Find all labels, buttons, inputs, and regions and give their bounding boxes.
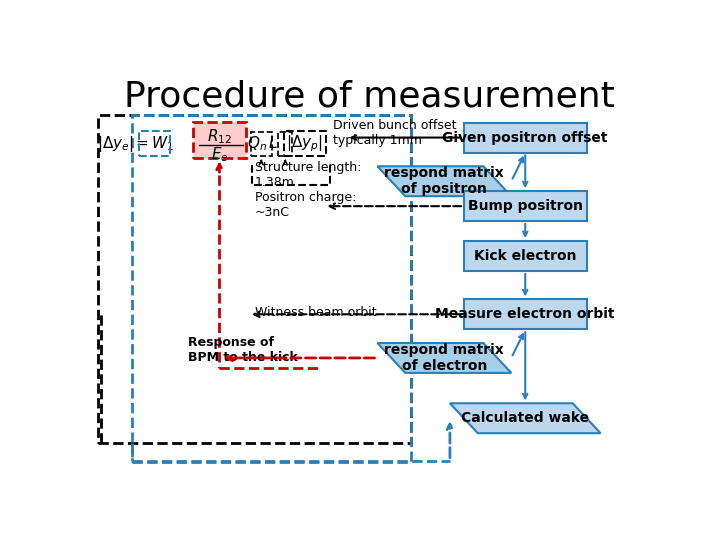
Text: respond matrix
of positron: respond matrix of positron	[384, 166, 504, 197]
Text: Procedure of measurement: Procedure of measurement	[124, 79, 614, 113]
FancyBboxPatch shape	[464, 299, 587, 329]
Text: Kick electron: Kick electron	[474, 249, 577, 263]
Polygon shape	[450, 403, 600, 433]
Text: $|\Delta y_e|$: $|\Delta y_e|$	[96, 134, 133, 154]
Text: Given positron offset: Given positron offset	[443, 131, 608, 145]
FancyBboxPatch shape	[464, 191, 587, 221]
Text: $= W_1$: $= W_1$	[133, 134, 175, 153]
Text: respond matrix
of electron: respond matrix of electron	[384, 343, 504, 373]
Text: $Q_n\,L$: $Q_n\,L$	[248, 134, 279, 153]
Text: Driven bunch offset
typically 1mm: Driven bunch offset typically 1mm	[333, 119, 456, 147]
FancyBboxPatch shape	[464, 241, 587, 271]
Text: Witness beam orbit: Witness beam orbit	[255, 306, 377, 319]
Text: $R_{12}$: $R_{12}$	[207, 127, 232, 146]
Text: Response of
BPM to the kick: Response of BPM to the kick	[188, 336, 297, 363]
FancyBboxPatch shape	[193, 122, 246, 158]
Text: Bump positron: Bump positron	[468, 199, 582, 213]
Polygon shape	[377, 166, 511, 196]
Text: Measure electron orbit: Measure electron orbit	[436, 307, 615, 321]
Text: Structure length:
1.38m
Positron charge:
~3nC: Structure length: 1.38m Positron charge:…	[255, 160, 361, 219]
Text: $|\Delta y_p|$: $|\Delta y_p|$	[287, 133, 323, 154]
Text: $E_e$: $E_e$	[211, 145, 228, 164]
Text: Calculated wake: Calculated wake	[462, 411, 589, 425]
Polygon shape	[377, 343, 511, 373]
FancyBboxPatch shape	[464, 123, 587, 152]
